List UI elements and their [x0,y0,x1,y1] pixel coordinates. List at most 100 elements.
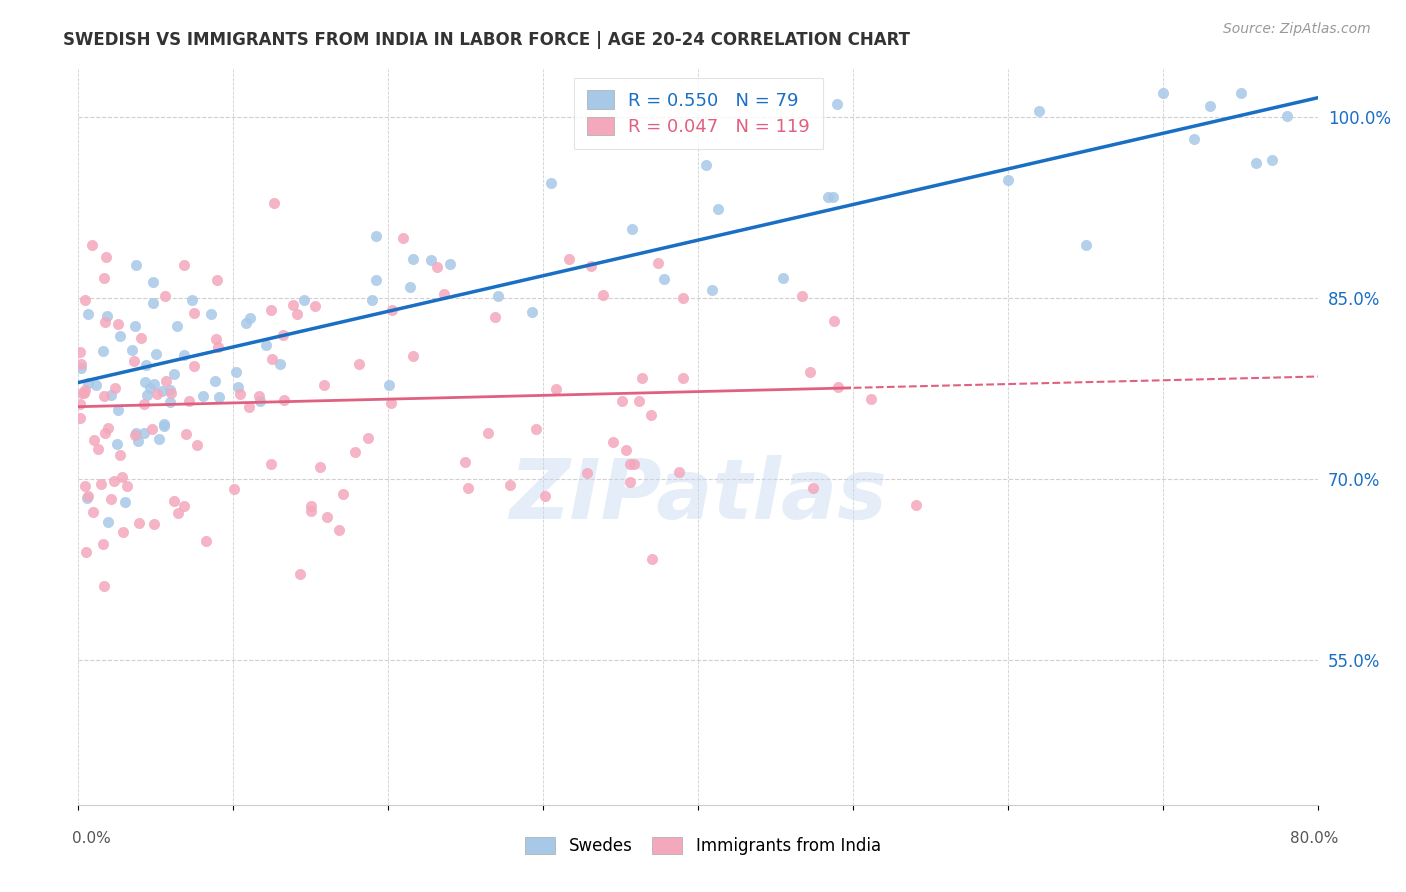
Point [153,417,176,431]
Point [558,252,581,266]
Point [200,307,222,321]
Point [204,374,226,388]
Point [153,418,176,433]
Point [361,293,384,307]
Point [97,515,120,529]
Point [399,280,422,294]
Point [191,389,214,403]
Point [142,295,165,310]
Point [260,352,283,367]
Point [312,378,335,392]
Point [173,499,195,513]
Point [260,302,283,317]
Point [454,455,477,469]
Point [70,361,93,376]
Point [997,173,1019,187]
Point [380,396,402,410]
Point [640,551,662,566]
Legend: R = 0.550   N = 79, R = 0.047   N = 119: R = 0.550 N = 79, R = 0.047 N = 119 [574,78,823,149]
Point [581,259,603,273]
Point [124,319,146,334]
Point [134,426,156,441]
Point [107,402,129,417]
Point [347,357,370,371]
Point [93,537,115,551]
Point [107,317,129,331]
Point [821,190,844,204]
Point [141,422,163,436]
Point [115,478,138,492]
Point [285,307,308,321]
Point [592,288,614,302]
Point [194,533,217,548]
Point [229,386,252,401]
Point [90,477,112,491]
Point [540,176,562,190]
Point [155,374,177,388]
Point [425,260,447,275]
Point [627,393,650,408]
Point [235,316,257,330]
Point [224,482,246,496]
Point [238,401,260,415]
Point [207,340,229,354]
Point [105,437,128,451]
Point [695,158,717,172]
Text: SWEDISH VS IMMIGRANTS FROM INDIA IN LABOR FORCE | AGE 20-24 CORRELATION CHART: SWEDISH VS IMMIGRANTS FROM INDIA IN LABO… [63,31,910,49]
Point [174,427,197,442]
Point [94,250,117,264]
Point [799,365,821,379]
Point [623,457,645,471]
Point [533,489,555,503]
Point [183,359,205,374]
Point [792,289,814,303]
Point [76,491,98,506]
Point [205,273,228,287]
Point [75,293,97,308]
Point [73,479,96,493]
Point [612,394,634,409]
Point [1074,238,1097,252]
Point [91,343,114,358]
Point [332,487,354,501]
Point [1246,155,1268,169]
Point [1152,86,1174,100]
Text: 80.0%: 80.0% [1291,831,1339,846]
Point [292,293,315,307]
Point [309,459,332,474]
Point [100,388,122,402]
Point [631,370,654,384]
Point [575,467,598,481]
Point [166,318,188,333]
Point [163,493,186,508]
Point [225,365,247,379]
Point [817,190,839,204]
Point [70,357,93,371]
Point [499,478,522,492]
Point [420,253,443,268]
Point [93,389,115,403]
Point [402,252,425,266]
Point [70,385,93,400]
Point [283,298,305,312]
Point [135,358,157,372]
Point [136,388,159,402]
Point [546,382,568,396]
Point [124,354,146,368]
Point [183,306,205,320]
Point [134,397,156,411]
Point [139,381,162,395]
Point [260,458,283,472]
Point [247,389,270,403]
Point [254,338,277,352]
Point [103,474,125,488]
Point [672,292,695,306]
Point [304,299,326,313]
Point [614,442,637,457]
Point [93,271,115,285]
Point [524,422,547,436]
Point [124,426,146,441]
Point [249,394,271,409]
Point [1261,153,1284,168]
Point [159,384,181,398]
